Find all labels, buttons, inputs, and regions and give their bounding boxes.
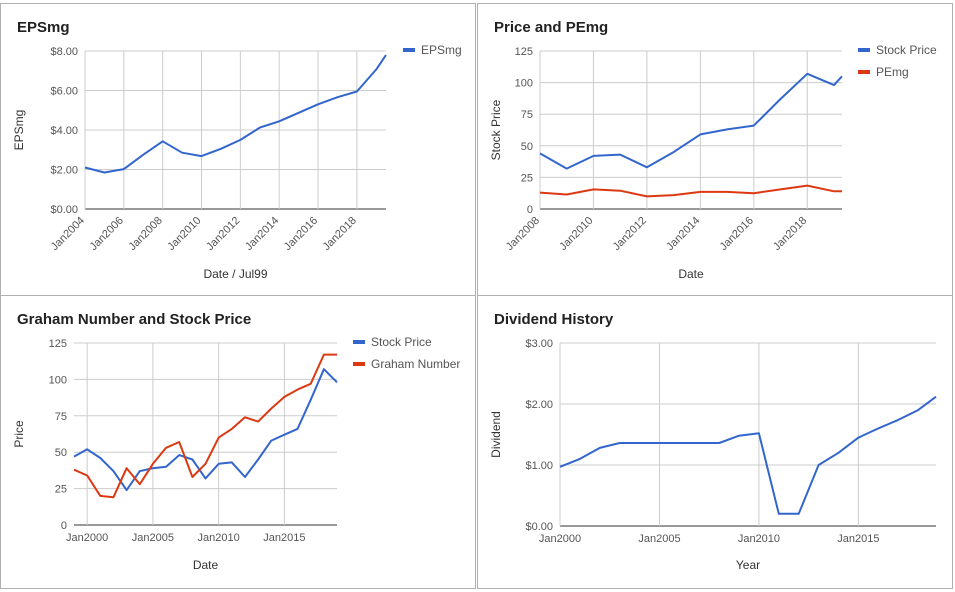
legend-swatch: [353, 340, 365, 344]
legend-swatch: [403, 48, 415, 52]
y-axis-title: Dividend: [489, 411, 503, 458]
legend-label: PEmg: [876, 65, 909, 79]
series-line-graham-number: [73, 353, 337, 499]
series-line-dividend: [559, 395, 937, 515]
x-tick-label: Jan2012: [611, 215, 649, 253]
y-tick-label: 100: [49, 374, 67, 386]
x-tick-label: Jan2000: [66, 532, 108, 544]
dividend-chart: Dividend History $0.00 $1.00 $2.00 $3.00 Jan2…: [489, 311, 937, 572]
y-tick-label: $3.00: [525, 338, 553, 350]
y-tick-label: 100: [515, 78, 533, 90]
x-tick-label: Jan2008: [126, 215, 164, 253]
legend-label: Stock Price: [371, 335, 432, 349]
x-tick-label: Jan2000: [539, 533, 581, 545]
x-tick-label: Jan2014: [243, 215, 281, 253]
price-pe-chart: Price and PEmg 0 25 50 75 100 125 Jan2008 Jan201…: [489, 19, 937, 281]
y-tick-label: $8.00: [50, 46, 78, 58]
y-axis-title: EPSmg: [12, 110, 26, 151]
graham-panel: Graham Number and Stock Price 0 25 50 75 100 1…: [0, 295, 476, 589]
y-tick-label: 0: [61, 520, 67, 532]
y-tick-label: $0.00: [50, 204, 78, 216]
y-tick-label: 50: [55, 447, 67, 459]
x-axis-title: Date / Jul99: [203, 267, 267, 281]
legend-swatch: [858, 48, 870, 52]
x-tick-label: Jan2018: [321, 215, 359, 253]
series-line-stock-price: [539, 72, 843, 170]
x-tick-label: Jan2010: [557, 215, 595, 253]
x-axis-title: Year: [736, 558, 760, 572]
x-tick-label: Jan2016: [282, 215, 320, 253]
y-tick-label: $1.00: [525, 460, 553, 472]
x-tick-label: Jan2010: [165, 215, 203, 253]
y-axis-title: Price: [12, 420, 26, 448]
x-tick-label: Jan2018: [771, 215, 809, 253]
x-tick-label: Jan2016: [718, 215, 756, 253]
x-tick-label: Jan2004: [49, 215, 87, 253]
x-tick-label: Jan2015: [837, 533, 879, 545]
y-tick-label: 25: [521, 172, 533, 184]
legend-swatch: [858, 70, 870, 74]
series-line-stock-price: [73, 368, 338, 492]
x-tick-label: Jan2010: [738, 533, 780, 545]
series-line-pemg: [539, 184, 842, 198]
x-tick-label: Jan2006: [88, 215, 126, 253]
y-tick-label: 0: [527, 204, 533, 216]
x-tick-label: Jan2012: [204, 215, 242, 253]
y-tick-label: $2.00: [525, 399, 553, 411]
y-tick-label: 75: [521, 109, 533, 121]
legend-label: EPSmg: [421, 43, 462, 57]
graham-chart: Graham Number and Stock Price 0 25 50 75 100 1…: [12, 311, 460, 572]
legend-swatch: [353, 362, 365, 366]
x-tick-label: Jan2005: [638, 533, 680, 545]
chart-title: Dividend History: [494, 311, 614, 328]
y-tick-label: 125: [49, 338, 67, 350]
x-axis-title: Date: [193, 558, 219, 572]
y-tick-label: $6.00: [50, 86, 78, 98]
x-tick-label: Jan2014: [664, 215, 702, 253]
chart-title: EPSmg: [17, 19, 70, 36]
chart-title: Price and PEmg: [494, 19, 608, 36]
price-pe-panel: Price and PEmg 0 25 50 75 100 125 Jan2008 Jan201…: [477, 3, 953, 296]
y-tick-label: 75: [55, 411, 67, 423]
x-tick-label: Jan2008: [504, 215, 542, 253]
legend-label: Stock Price: [876, 43, 937, 57]
y-tick-label: 50: [521, 141, 533, 153]
chart-title: Graham Number and Stock Price: [17, 311, 251, 328]
x-tick-label: Jan2005: [132, 532, 174, 544]
y-tick-label: $0.00: [525, 521, 553, 533]
dividend-panel: Dividend History $0.00 $1.00 $2.00 $3.00 Jan2…: [477, 295, 953, 589]
y-tick-label: 125: [515, 46, 533, 58]
y-tick-label: 25: [55, 484, 67, 496]
x-tick-label: Jan2010: [198, 532, 240, 544]
y-tick-label: $2.00: [50, 165, 78, 177]
x-axis-title: Date: [678, 267, 704, 281]
y-tick-label: $4.00: [50, 125, 78, 137]
series-line-epsmg: [84, 54, 387, 174]
y-axis-title: Stock Price: [489, 99, 503, 160]
eps-panel: EPSmg $0.00 $2.00 $4.00 $6.00 $8.00 Jan2004 Jan…: [0, 3, 476, 296]
legend-label: Graham Number: [371, 357, 460, 371]
x-tick-label: Jan2015: [263, 532, 305, 544]
